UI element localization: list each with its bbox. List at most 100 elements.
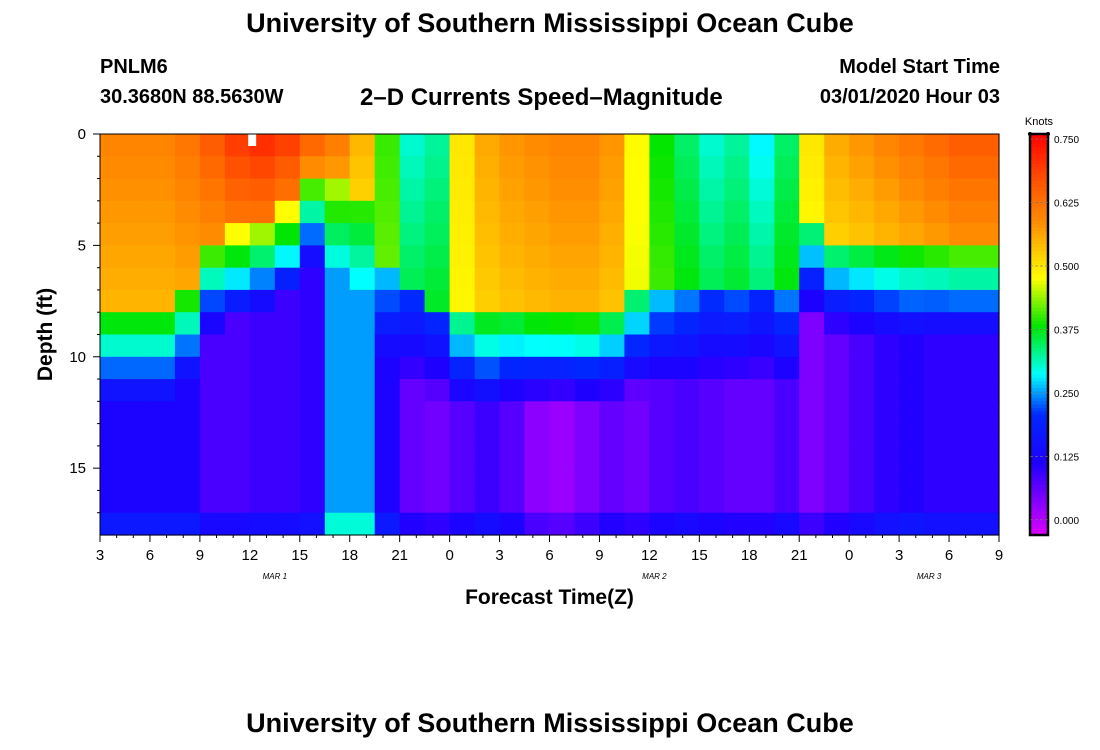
heatmap-cell [249,468,276,492]
heatmap-cell [874,223,900,246]
heatmap-cell [624,289,650,313]
heatmap-cell [649,312,675,336]
heatmap-cell [274,379,301,402]
heatmap-cell [249,356,276,380]
heatmap-cell [199,445,226,469]
heatmap-cell [399,289,426,313]
heatmap-cell [474,200,501,224]
colorbar-slice [1030,180,1048,185]
heatmap-cell [424,312,451,336]
heatmap-cell [199,156,226,180]
heatmap-cell [949,445,975,469]
heatmap-cell [674,401,700,425]
heatmap-cell [424,356,451,380]
heatmap-cell [874,312,900,336]
heatmap-cell [274,178,301,202]
colorbar-slice [1030,387,1048,392]
heatmap-cell [749,312,775,336]
heatmap-cell [474,312,501,336]
x-tick-label: 9 [995,547,1003,564]
heatmap-cell [449,245,476,269]
heatmap-cell [399,423,426,447]
heatmap-cell [174,334,201,358]
heatmap-cell [174,178,201,202]
model-start-label: Model Start Time [839,56,1000,78]
heatmap-cell [649,200,675,224]
heatmap-cell [349,512,376,536]
heatmap-cell [774,334,800,358]
heatmap-cell [299,401,326,425]
heatmap-cell [624,245,650,269]
heatmap-cell [874,512,900,536]
heatmap-cell [799,468,825,492]
heatmap-cell [274,512,301,536]
colorbar-slice [1030,528,1048,533]
heatmap-cell [749,401,775,425]
heatmap-cell [774,178,800,202]
heatmap-cell [424,401,451,425]
heatmap-cell [424,178,451,202]
colorbar-slice [1030,281,1048,285]
colorbar-slice [1030,404,1048,409]
colorbar-slice [1030,144,1048,148]
heatmap-cell [649,267,675,291]
heatmap-cell [324,267,351,291]
heatmap-cell [249,200,276,224]
colorbar-slice [1030,197,1048,202]
colorbar-slice [1030,411,1048,416]
heatmap-cell [125,468,151,492]
heatmap-cell [374,445,401,469]
heatmap-cell [699,356,725,380]
heatmap-cell [949,312,975,336]
heatmap-cell [100,223,126,246]
colorbar-slice [1030,137,1048,142]
y-tick-label: 15 [69,460,86,477]
heatmap-cell [125,200,151,224]
heatmap-cell [174,200,201,224]
heatmap-cell [374,468,401,492]
heatmap-cell [324,245,351,269]
heatmap-cell [149,356,176,380]
heatmap-cell [624,334,650,358]
heatmap-cell [174,245,201,269]
heatmap-cell [599,245,625,269]
heatmap-cell [799,334,825,358]
heatmap-cell [125,334,151,358]
heatmap-cell [899,223,925,246]
heatmap-cell [599,356,625,380]
heatmap-cell [824,134,850,157]
heatmap-cell [349,245,376,269]
colorbar-slice [1030,301,1048,306]
colorbar-slice [1030,518,1048,523]
heatmap-cell [299,267,326,291]
heatmap-cell [299,334,326,358]
heatmap-cell [924,490,950,514]
heatmap-cell [274,356,301,380]
heatmap-cell [674,289,700,313]
heatmap-cell [499,134,526,157]
heatmap-cell [949,356,975,380]
colorbar-slice [1030,481,1048,486]
heatmap-cell [849,223,875,246]
heatmap-cell [749,200,775,224]
colorbar-slice [1030,267,1048,272]
heatmap-cell [899,178,925,202]
heatmap-cell [874,245,900,269]
heatmap-cell [724,134,750,157]
heatmap-cell [399,178,426,202]
colorbar-marker [1046,132,1050,136]
heatmap-cell [874,490,900,514]
heatmap-cell [299,223,326,246]
heatmap-cell [924,445,950,469]
heatmap-cell [424,289,451,313]
heatmap-cell [549,356,576,380]
x-date-label: MAR 1 [263,572,287,581]
heatmap-cell [474,512,501,536]
heatmap-cell [974,156,1000,180]
colorbar-slice [1030,237,1048,242]
x-tick-label: 0 [845,547,853,564]
heatmap-cell [449,156,476,180]
heatmap-cell [474,490,501,514]
heatmap-cell [199,490,226,514]
heatmap-cell [224,134,251,157]
